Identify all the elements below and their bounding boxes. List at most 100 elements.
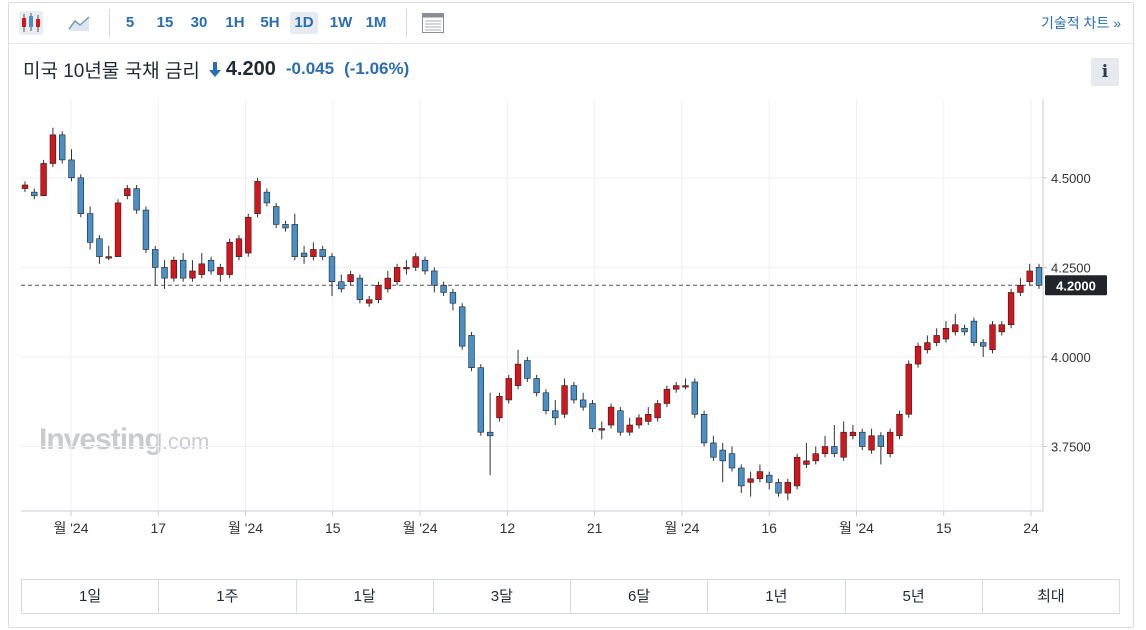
candle-body[interactable] [68, 159, 75, 179]
candle-body[interactable] [589, 403, 596, 429]
candle-body[interactable] [1007, 292, 1015, 326]
candle-body[interactable] [114, 202, 122, 257]
candle-body[interactable] [914, 345, 922, 365]
candle-body[interactable] [468, 335, 475, 368]
candle-body[interactable] [552, 410, 559, 419]
candle-body[interactable] [1017, 284, 1024, 293]
range-1d[interactable]: 1일 [22, 580, 160, 613]
candle-body[interactable] [607, 406, 615, 426]
candle-body[interactable] [738, 467, 745, 487]
candle-body[interactable] [942, 327, 950, 340]
candlestick-chart-icon[interactable] [19, 11, 43, 35]
candle-body[interactable] [272, 206, 280, 225]
candle-body[interactable] [505, 378, 512, 401]
candle-body[interactable] [59, 134, 66, 161]
candle-body[interactable] [440, 284, 447, 293]
candle-body[interactable] [524, 360, 531, 379]
candle-body[interactable] [793, 456, 801, 487]
timeframe-15[interactable]: 15 [156, 14, 174, 31]
range-1y[interactable]: 1년 [708, 580, 846, 613]
area-chart-icon[interactable] [67, 11, 91, 35]
candle-body[interactable] [542, 392, 550, 411]
candle-body[interactable] [384, 277, 391, 290]
candle-body[interactable] [849, 431, 857, 437]
info-button[interactable]: i [1091, 58, 1119, 86]
candle-body[interactable] [282, 224, 289, 229]
candle-body[interactable] [635, 417, 643, 426]
range-5y[interactable]: 5년 [846, 580, 983, 613]
candle-body[interactable] [924, 342, 931, 351]
candle-body[interactable] [933, 335, 940, 343]
candle-body[interactable] [859, 431, 866, 447]
candle-body[interactable] [170, 259, 178, 279]
candle-body[interactable] [49, 134, 57, 164]
candle-body[interactable] [831, 446, 838, 454]
candle-body[interactable] [952, 324, 959, 333]
candle-body[interactable] [310, 249, 317, 257]
candle-body[interactable] [96, 238, 103, 257]
candle-body[interactable] [133, 188, 140, 211]
candle-body[interactable] [226, 242, 233, 275]
candle-body[interactable] [263, 191, 271, 204]
candle-body[interactable] [1035, 267, 1043, 286]
range-max[interactable]: 최대 [1037, 588, 1065, 605]
candle-body[interactable] [840, 431, 847, 458]
candle-body[interactable] [207, 259, 215, 272]
candle-body[interactable] [579, 399, 587, 408]
candle-body[interactable] [300, 252, 308, 257]
candle-body[interactable] [812, 453, 819, 462]
range-3m[interactable]: 3달 [434, 580, 571, 613]
range-1w[interactable]: 1주 [159, 580, 297, 613]
candle-body[interactable] [970, 320, 978, 343]
candle-body[interactable] [86, 213, 94, 243]
candle-body[interactable] [459, 306, 466, 347]
range-6m[interactable]: 6달 [571, 580, 709, 613]
candle-body[interactable] [254, 181, 261, 214]
range-1m[interactable]: 1달 [297, 580, 434, 613]
candle-body[interactable] [961, 327, 968, 333]
table-view-icon[interactable] [421, 11, 445, 35]
candle-body[interactable] [375, 284, 382, 300]
candle-body[interactable] [366, 299, 373, 304]
candle-body[interactable] [905, 363, 912, 415]
candle-body[interactable] [803, 460, 810, 465]
candle-body[interactable] [710, 442, 717, 458]
candle-body[interactable] [393, 267, 401, 283]
candle-body[interactable] [77, 177, 85, 214]
candle-body[interactable] [477, 367, 485, 433]
candle-body[interactable] [291, 224, 298, 257]
candle-body[interactable] [663, 388, 671, 404]
candle-body[interactable] [654, 403, 661, 419]
candle-body[interactable] [645, 413, 652, 422]
candle-body[interactable] [328, 256, 336, 283]
candle-body[interactable] [161, 267, 168, 279]
candle-body[interactable] [403, 267, 410, 270]
candle-body[interactable] [347, 274, 354, 283]
candle-body[interactable] [617, 410, 624, 433]
candle-body[interactable] [189, 270, 196, 279]
candle-body[interactable] [338, 281, 345, 290]
timeframe-30[interactable]: 30 [190, 14, 208, 31]
candle-body[interactable] [682, 385, 689, 388]
candle-body[interactable] [598, 428, 605, 431]
candle-body[interactable] [217, 267, 224, 275]
candle-body[interactable] [449, 292, 457, 304]
candle-body[interactable] [979, 342, 987, 347]
candle-body[interactable] [886, 431, 894, 454]
candle-body[interactable] [179, 259, 187, 279]
candle-body[interactable] [431, 270, 438, 286]
candle-body[interactable] [421, 259, 429, 272]
candle-body[interactable] [142, 209, 150, 250]
candle-body[interactable] [561, 385, 568, 415]
candle-body[interactable] [152, 249, 159, 268]
candle-body[interactable] [691, 381, 698, 415]
candle-body[interactable] [514, 363, 522, 386]
candle-body[interactable] [747, 478, 754, 483]
candle-body[interactable] [766, 474, 773, 483]
candle-body[interactable] [784, 482, 792, 494]
candle-body[interactable] [235, 238, 243, 257]
candle-body[interactable] [570, 385, 578, 401]
timeframe-1d[interactable]: 1D [290, 12, 318, 34]
candle-body[interactable] [21, 184, 29, 189]
candle-body[interactable] [124, 188, 131, 197]
